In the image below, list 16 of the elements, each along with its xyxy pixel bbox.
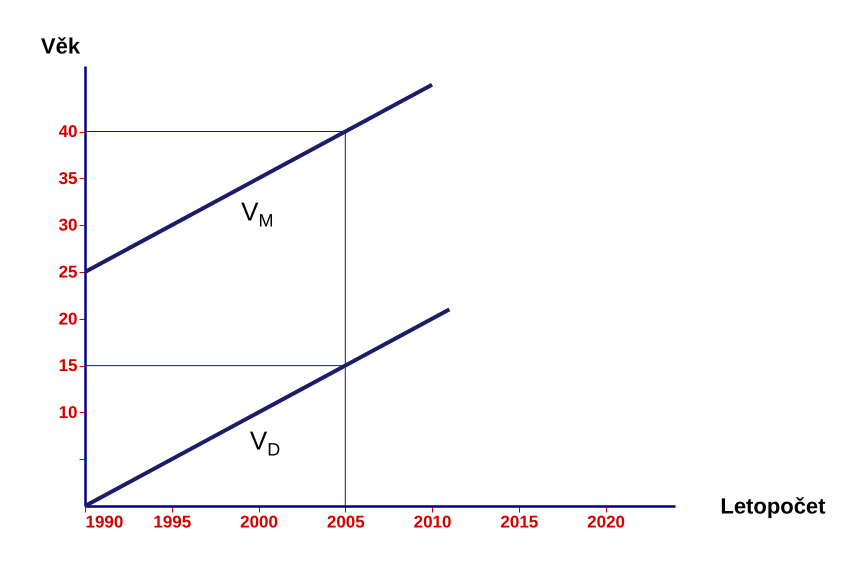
y-tick-label: 10 <box>58 402 78 422</box>
x-tick-label: 2000 <box>240 512 278 532</box>
x-axis-title: Letopočet <box>720 494 826 518</box>
x-tick-label: 1995 <box>153 512 192 532</box>
x-tick-label: 1990 <box>86 512 124 532</box>
y-tick-label: 20 <box>58 309 78 328</box>
x-tick-label: 2020 <box>587 512 625 532</box>
x-tick-label: 2010 <box>414 512 452 532</box>
x-tick-label: 2005 <box>326 512 365 532</box>
y-axis-title: Věk <box>40 34 81 58</box>
y-tick-label: 35 <box>58 168 78 188</box>
x-tick-label: 2015 <box>500 512 538 532</box>
y-tick-label: 25 <box>58 262 78 282</box>
y-tick-label: 40 <box>58 122 78 142</box>
y-tick-label: 30 <box>58 216 78 235</box>
y-tick-label: 15 <box>58 356 78 376</box>
